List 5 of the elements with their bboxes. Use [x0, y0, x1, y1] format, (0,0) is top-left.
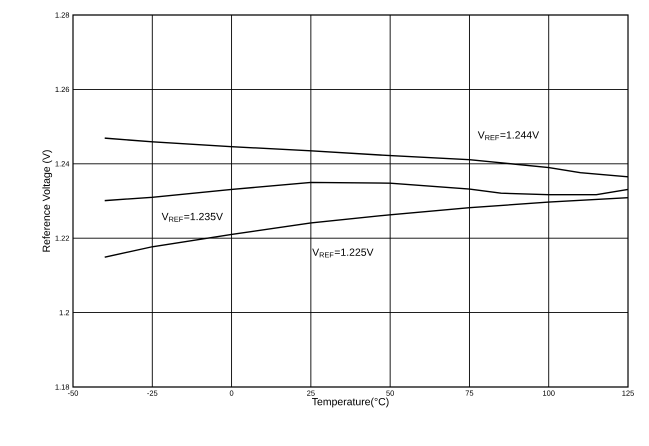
y-axis-title: Reference Voltage (V)	[42, 150, 52, 252]
series-label: V$_{REF}$=1.235V	[162, 212, 223, 222]
text: V$_{REF}$=1.225V	[312, 248, 374, 258]
series-label: V$_{REF}$=1.244V	[478, 131, 540, 140]
x-axis-title: Temperature(°C)	[312, 398, 389, 408]
